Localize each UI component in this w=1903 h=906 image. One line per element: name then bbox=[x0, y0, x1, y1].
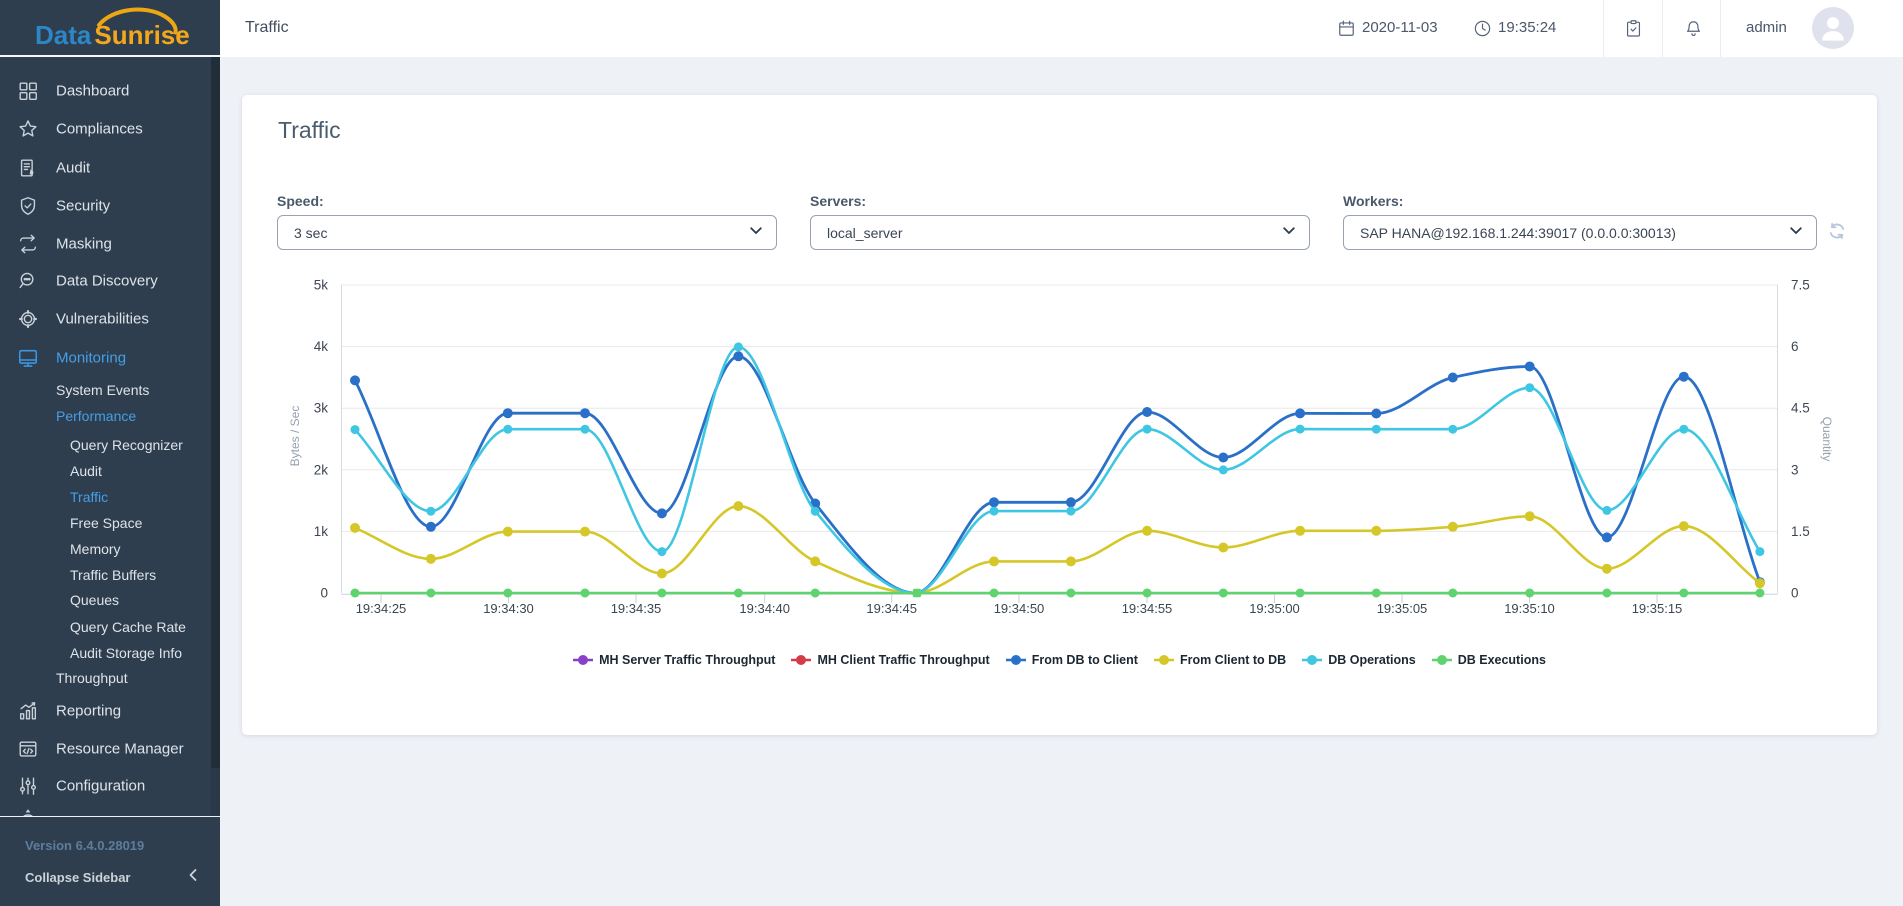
svg-text:Quantity: Quantity bbox=[1820, 417, 1834, 462]
svg-text:19:34:35: 19:34:35 bbox=[611, 601, 662, 616]
svg-text:19:34:55: 19:34:55 bbox=[1122, 601, 1173, 616]
svg-text:4k: 4k bbox=[314, 339, 329, 354]
svg-text:5k: 5k bbox=[314, 278, 329, 293]
svg-text:19:35:10: 19:35:10 bbox=[1504, 601, 1555, 616]
svg-text:4.5: 4.5 bbox=[1791, 401, 1810, 416]
svg-text:3: 3 bbox=[1791, 462, 1799, 477]
svg-text:Bytes / Sec: Bytes / Sec bbox=[288, 406, 302, 467]
svg-text:6: 6 bbox=[1791, 339, 1799, 354]
svg-text:19:34:30: 19:34:30 bbox=[483, 601, 534, 616]
svg-text:19:35:00: 19:35:00 bbox=[1249, 601, 1300, 616]
svg-text:19:34:40: 19:34:40 bbox=[739, 601, 790, 616]
svg-text:7.5: 7.5 bbox=[1791, 278, 1810, 293]
svg-text:0: 0 bbox=[320, 586, 328, 601]
svg-text:3k: 3k bbox=[314, 401, 329, 416]
svg-text:1k: 1k bbox=[314, 524, 329, 539]
svg-text:19:34:50: 19:34:50 bbox=[994, 601, 1045, 616]
svg-text:19:35:15: 19:35:15 bbox=[1632, 601, 1683, 616]
svg-text:0: 0 bbox=[1791, 586, 1799, 601]
svg-text:19:34:25: 19:34:25 bbox=[356, 601, 407, 616]
svg-text:19:35:05: 19:35:05 bbox=[1377, 601, 1428, 616]
svg-text:1.5: 1.5 bbox=[1791, 524, 1810, 539]
svg-text:19:34:45: 19:34:45 bbox=[866, 601, 917, 616]
svg-text:2k: 2k bbox=[314, 462, 329, 477]
